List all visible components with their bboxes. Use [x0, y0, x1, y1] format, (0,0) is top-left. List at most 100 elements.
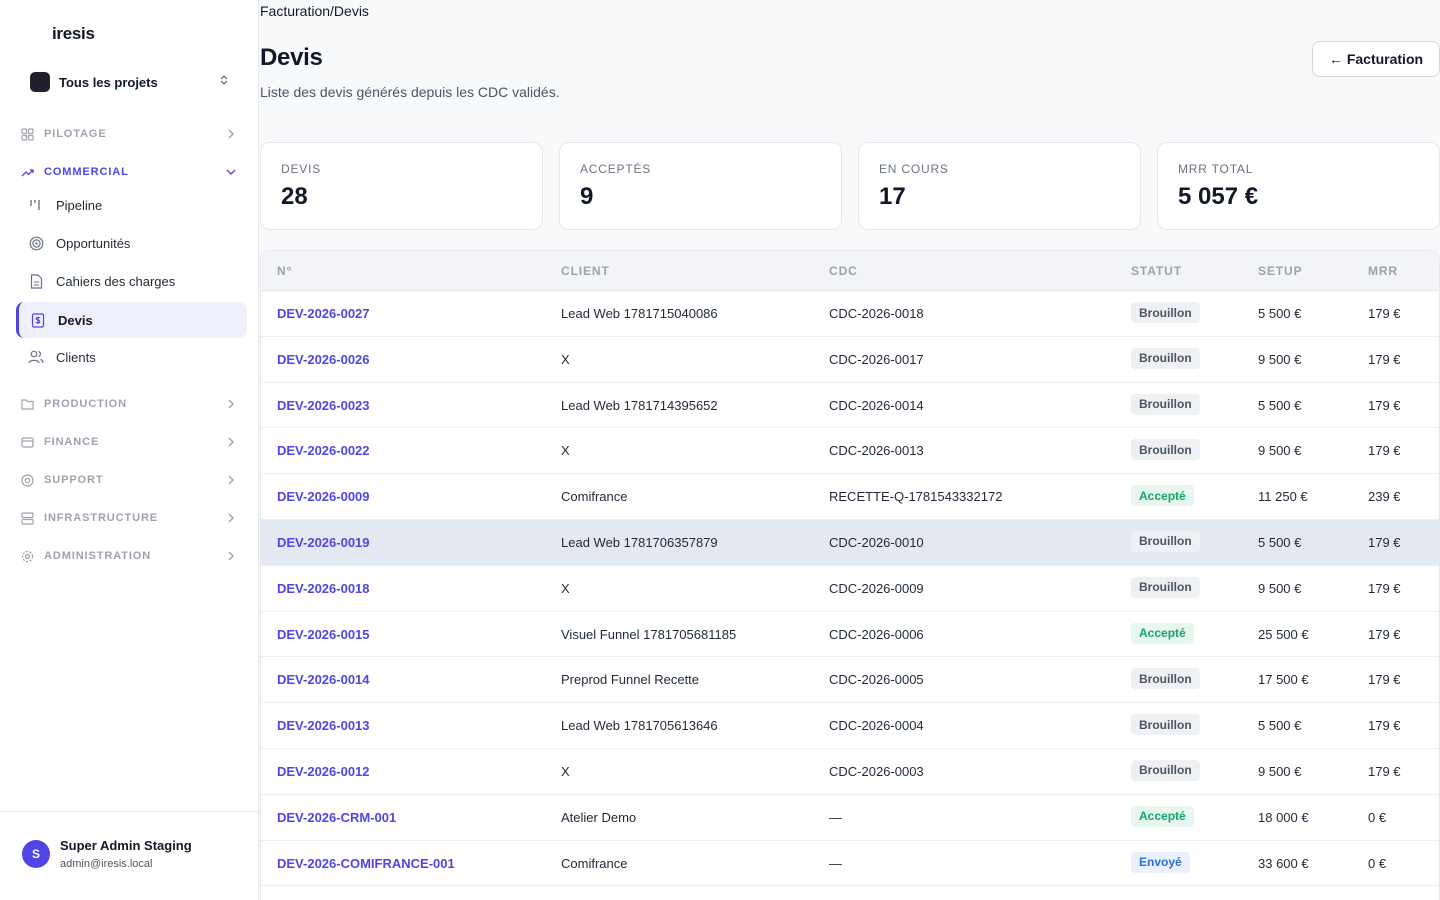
setup-cell: 5 500 €	[1258, 718, 1302, 734]
mrr-cell: 179 €	[1368, 580, 1401, 596]
sidebar-item-pipeline[interactable]: Pipeline	[16, 187, 247, 223]
nav-section-administration[interactable]: ADMINISTRATION	[16, 542, 248, 570]
nav-section-infrastructure[interactable]: INFRASTRUCTURE	[16, 504, 248, 532]
client-cell: Visuel Funnel 1781705681185	[561, 626, 737, 642]
stat-label: EN COURS	[879, 162, 949, 176]
chevrons-updown-icon	[220, 75, 228, 88]
sidebar-item-devis[interactable]: Devis	[16, 302, 247, 338]
sidebar-item-opportunites[interactable]: Opportunités	[16, 225, 247, 261]
table-row[interactable]: DEV-2026-0027 Lead Web 1781715040086 CDC-2…	[261, 291, 1439, 337]
gear-icon	[20, 549, 34, 563]
column-header-statut[interactable]: STATUT	[1131, 264, 1182, 278]
page-title: Devis	[260, 44, 323, 71]
page-subtitle: Liste des devis générés depuis les CDC v…	[260, 84, 560, 100]
table-row[interactable]: DEV-2026-0009 Comifrance RECETTE-Q-1781543…	[261, 474, 1439, 520]
devis-number-link[interactable]: DEV-2026-0018	[277, 580, 370, 596]
back-to-facturation-button[interactable]: ← Facturation	[1312, 41, 1440, 77]
sidebar-item-clients[interactable]: Clients	[16, 339, 247, 375]
chevron-right-icon	[224, 127, 238, 146]
table-row[interactable]: DEV-2026-0026 X CDC-2026-0017 Brouillon 9 50…	[261, 337, 1439, 383]
table-row[interactable]: DEV-2026-0012 X CDC-2026-0003 Brouillon 9 50…	[261, 749, 1439, 795]
devis-number-link[interactable]: DEV-2026-0012	[277, 763, 370, 779]
user-profile[interactable]: S Super Admin Staging admin@iresis.local	[0, 811, 259, 900]
user-email: admin@iresis.local	[60, 858, 153, 870]
nav-section-finance[interactable]: FINANCE	[16, 428, 248, 456]
stat-label: DEVIS	[281, 162, 322, 176]
setup-cell: 9 500 €	[1258, 351, 1302, 367]
client-cell: X	[561, 443, 570, 459]
mrr-cell: 179 €	[1368, 397, 1401, 413]
pipeline-icon	[28, 197, 44, 213]
status-badge: Brouillon	[1131, 302, 1200, 323]
table-body: DEV-2026-0027 Lead Web 1781715040086 CDC-2…	[261, 291, 1439, 887]
column-header-setup[interactable]: SETUP	[1258, 264, 1303, 278]
table-row[interactable]: DEV-2026-0018 X CDC-2026-0009 Brouillon 9 50…	[261, 566, 1439, 612]
status-badge: Envoyé	[1131, 851, 1190, 873]
nav-section-commercial[interactable]: COMMERCIAL	[16, 158, 248, 186]
client-cell: Comifrance	[561, 855, 628, 871]
mrr-cell: 179 €	[1368, 534, 1401, 550]
mrr-cell: 179 €	[1368, 763, 1401, 779]
client-cell: Preprod Funnel Recette	[561, 672, 700, 688]
table-row[interactable]: DEV-2026-0015 Visuel Funnel 1781705681185…	[261, 612, 1439, 658]
trending-up-icon	[20, 165, 34, 179]
client-cell: Lead Web 1781715040086	[561, 306, 718, 321]
cdc-cell: CDC-2026-0017	[829, 351, 924, 367]
status-badge: Brouillon	[1131, 439, 1200, 461]
status-badge: Accepté	[1131, 622, 1194, 644]
column-header-client[interactable]: CLIENT	[561, 264, 610, 278]
nav-section-label: FINANCE	[44, 436, 100, 448]
sidebar: iresis Tous les projets PILOTAGE COMMERC…	[0, 0, 259, 900]
devis-number-link[interactable]: DEV-2026-0022	[277, 443, 370, 459]
setup-cell: 9 500 €	[1258, 763, 1302, 779]
sidebar-item-label: Cahiers des charges	[56, 273, 176, 289]
stat-label: MRR TOTAL	[1178, 162, 1254, 176]
status-badge: Brouillon	[1131, 393, 1200, 415]
nav-section-label: SUPPORT	[44, 474, 104, 486]
stat-value: 28	[281, 183, 308, 210]
status-badge: Brouillon	[1131, 668, 1200, 690]
devis-number-link[interactable]: DEV-2026-0027	[277, 306, 370, 321]
devis-number-link[interactable]: DEV-2026-0009	[277, 489, 370, 505]
column-header-mrr[interactable]: MRR	[1368, 264, 1399, 278]
cdc-cell: CDC-2026-0003	[829, 763, 924, 779]
nav-section-pilotage[interactable]: PILOTAGE	[16, 120, 248, 148]
client-cell: Lead Web 1781706357879	[561, 534, 718, 550]
lifebuoy-icon	[20, 473, 34, 487]
column-header-cdc[interactable]: CDC	[829, 264, 858, 278]
table-row[interactable]: DEV-2026-CRM-001 Atelier Demo — Accepté 18 0…	[261, 795, 1439, 841]
table-row[interactable]: DEV-2026-0022 X CDC-2026-0013 Brouillon 9 50…	[261, 428, 1439, 475]
project-switcher[interactable]: Tous les projets	[16, 64, 242, 100]
devis-number-link[interactable]: DEV-2026-0015	[277, 626, 370, 642]
nav-section-production[interactable]: PRODUCTION	[16, 390, 248, 418]
stat-value: 9	[580, 183, 594, 210]
table-row[interactable]: DEV-2026-0014 Preprod Funnel Recette CDC-2…	[261, 657, 1439, 704]
brand-logo[interactable]: iresis	[52, 24, 95, 43]
table-row[interactable]: DEV-2026-0023 Lead Web 1781714395652 CDC-2…	[261, 383, 1439, 429]
users-icon	[28, 349, 44, 365]
devis-number-link[interactable]: DEV-2026-0023	[277, 397, 370, 413]
devis-number-link[interactable]: DEV-2026-0013	[277, 718, 370, 734]
mrr-cell: 0 €	[1368, 809, 1387, 825]
column-header-num[interactable]: N°	[277, 264, 293, 278]
client-cell: Lead Web 1781705613646	[561, 718, 718, 734]
cdc-cell: CDC-2026-0010	[829, 534, 924, 550]
sidebar-item-cahiers-des-charges[interactable]: Cahiers des charges	[16, 263, 247, 299]
credit-card-icon	[20, 435, 34, 449]
table-row[interactable]: DEV-2026-0019 Lead Web 1781706357879 CDC-2…	[261, 519, 1439, 566]
status-badge: Brouillon	[1131, 759, 1200, 781]
nav-section-support[interactable]: SUPPORT	[16, 466, 248, 494]
cdc-cell: CDC-2026-0014	[829, 397, 924, 413]
table-row[interactable]: DEV-2026-COMIFRANCE-001 Comifrance — Envoyé…	[261, 841, 1439, 887]
devis-number-link[interactable]: DEV-2026-0014	[277, 672, 370, 688]
sidebar-item-label: Pipeline	[56, 197, 103, 213]
devis-number-link[interactable]: DEV-2026-0019	[277, 534, 370, 550]
mrr-cell: 179 €	[1368, 626, 1401, 642]
target-icon	[28, 235, 44, 251]
devis-number-link[interactable]: DEV-2026-0026	[277, 351, 370, 367]
chevron-down-icon	[224, 165, 238, 184]
table-row[interactable]: DEV-2026-0013 Lead Web 1781705613646 CDC-2…	[261, 703, 1439, 749]
setup-cell: 5 500 €	[1258, 397, 1302, 413]
devis-number-link[interactable]: DEV-2026-CRM-001	[277, 809, 397, 825]
devis-number-link[interactable]: DEV-2026-COMIFRANCE-001	[277, 855, 455, 871]
